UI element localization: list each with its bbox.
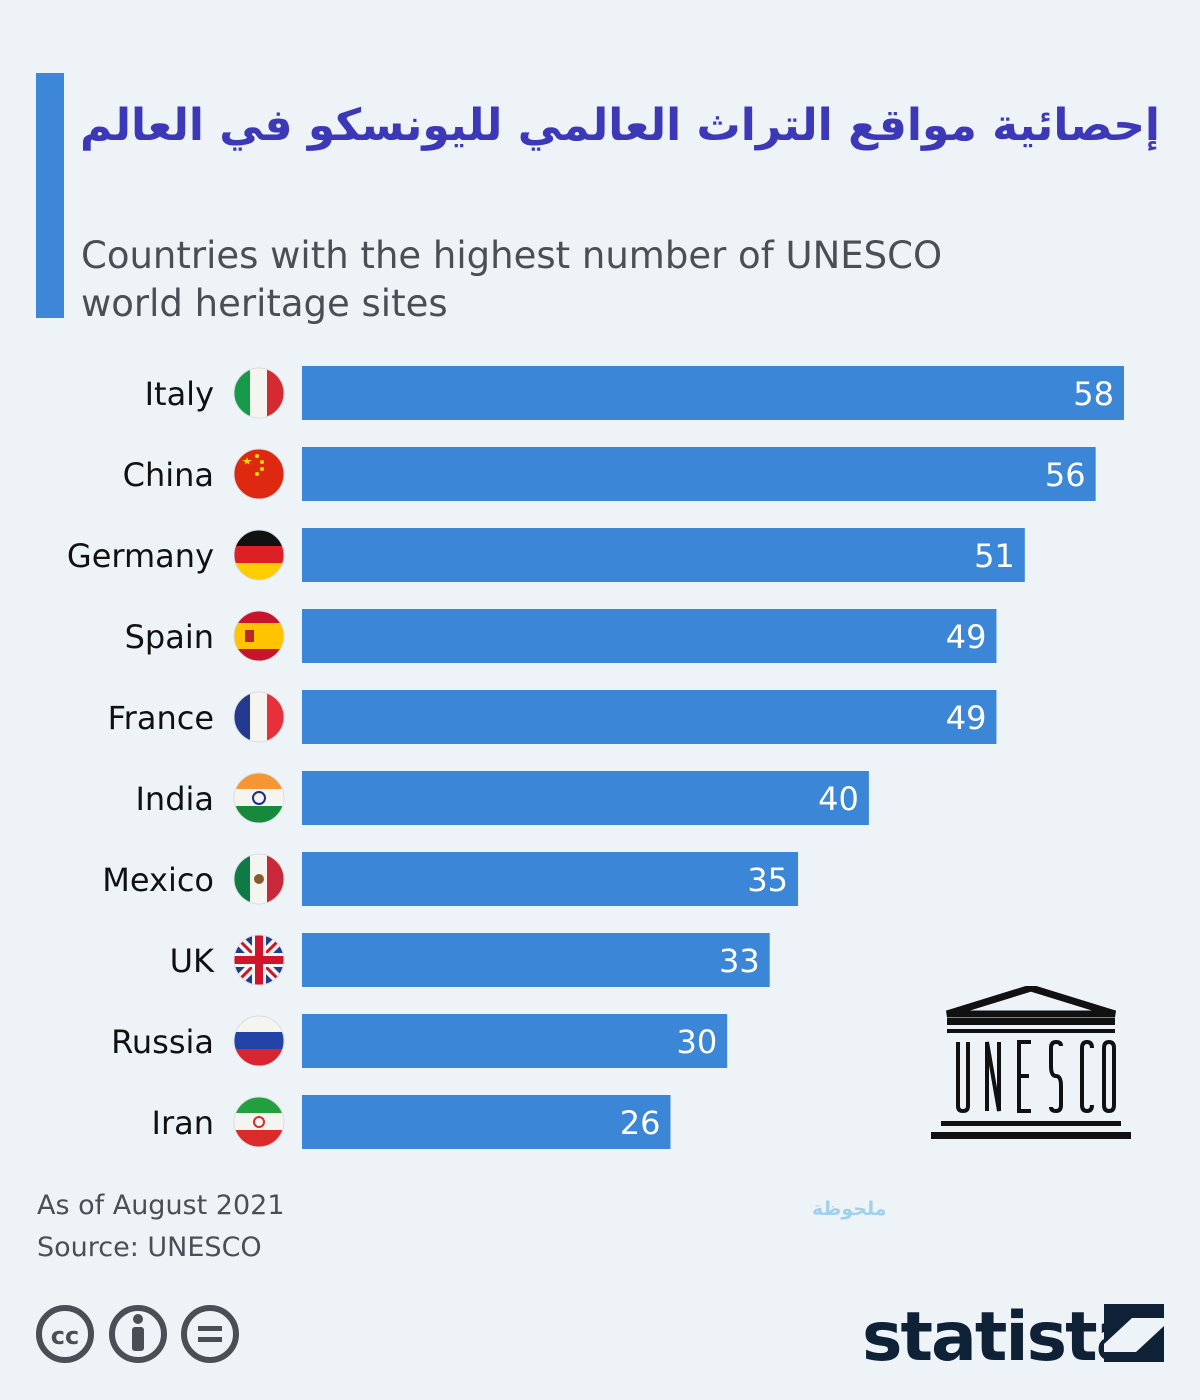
bar-row: China 56 — [123, 447, 1096, 501]
category-label: India — [135, 780, 214, 818]
bar-row: Iran 26 — [152, 1095, 671, 1149]
category-label: Mexico — [102, 861, 214, 899]
bar-row: Mexico 35 — [102, 852, 799, 906]
bar — [302, 447, 1096, 501]
russia-flag-icon — [233, 1015, 285, 1067]
bar-row: India 40 — [135, 771, 869, 825]
page-title: إحصائية مواقع التراث العالمي لليونسكو في… — [79, 100, 1160, 151]
category-label: China — [123, 456, 214, 494]
bar-chart: Italy 58 China 56 Germany 51 Spain 49 France 49 In… — [67, 366, 1124, 1149]
spain-flag-icon — [233, 610, 285, 662]
bar-row: Russia 30 — [111, 1014, 728, 1068]
germany-flag-icon — [233, 529, 285, 581]
category-label: Spain — [125, 618, 214, 656]
bar — [302, 1095, 671, 1149]
category-label: Iran — [152, 1104, 214, 1142]
value-label: 30 — [676, 1023, 717, 1061]
bar-row: Germany 51 — [67, 528, 1025, 582]
svg-text:cc: cc — [51, 1322, 79, 1350]
attribution-icon — [109, 1305, 167, 1363]
value-label: 40 — [818, 780, 859, 818]
statista-logo-icon — [1104, 1304, 1164, 1362]
chart-subtitle: Countries with the highest number of UNE… — [81, 234, 943, 325]
value-label: 49 — [946, 699, 987, 737]
category-label: Russia — [111, 1023, 214, 1061]
value-label: 33 — [719, 942, 760, 980]
category-label: France — [108, 699, 214, 737]
uk-flag-icon — [233, 934, 285, 986]
bar — [302, 366, 1124, 420]
license-icons: cc — [36, 1302, 246, 1370]
source-note: Source: UNESCO — [37, 1232, 262, 1263]
bar — [302, 933, 770, 987]
statista-brand[interactable]: statista — [862, 1298, 1142, 1377]
bar — [302, 1014, 728, 1068]
italy-flag-icon — [233, 367, 285, 419]
iran-flag-icon — [233, 1096, 285, 1148]
accent-bar — [36, 73, 64, 318]
as-of-note: As of August 2021 — [37, 1190, 285, 1221]
india-flag-icon — [233, 772, 285, 824]
value-label: 49 — [946, 618, 987, 656]
bar-row: France 49 — [108, 690, 997, 744]
value-label: 58 — [1073, 375, 1114, 413]
bar — [302, 690, 997, 744]
bar — [302, 852, 799, 906]
bar-row: Italy 58 — [145, 366, 1124, 420]
category-label: UK — [170, 942, 215, 980]
value-label: 26 — [620, 1104, 661, 1142]
france-flag-icon — [233, 691, 285, 743]
no-derivatives-icon — [181, 1305, 239, 1363]
unesco-logo — [931, 986, 1131, 1139]
bar — [302, 609, 997, 663]
value-label: 56 — [1045, 456, 1086, 494]
cc-icon — [36, 1305, 94, 1363]
bar-row: Spain 49 — [125, 609, 997, 663]
value-label: 35 — [747, 861, 788, 899]
category-label: Germany — [67, 537, 214, 575]
bar — [302, 771, 869, 825]
value-label: 51 — [974, 537, 1015, 575]
bar-row: UK 33 — [170, 933, 770, 987]
category-label: Italy — [145, 375, 214, 413]
mexico-flag-icon — [233, 853, 285, 905]
china-flag-icon — [233, 448, 285, 500]
bar — [302, 528, 1025, 582]
watermark-note: ملحوظة — [812, 1198, 887, 1220]
